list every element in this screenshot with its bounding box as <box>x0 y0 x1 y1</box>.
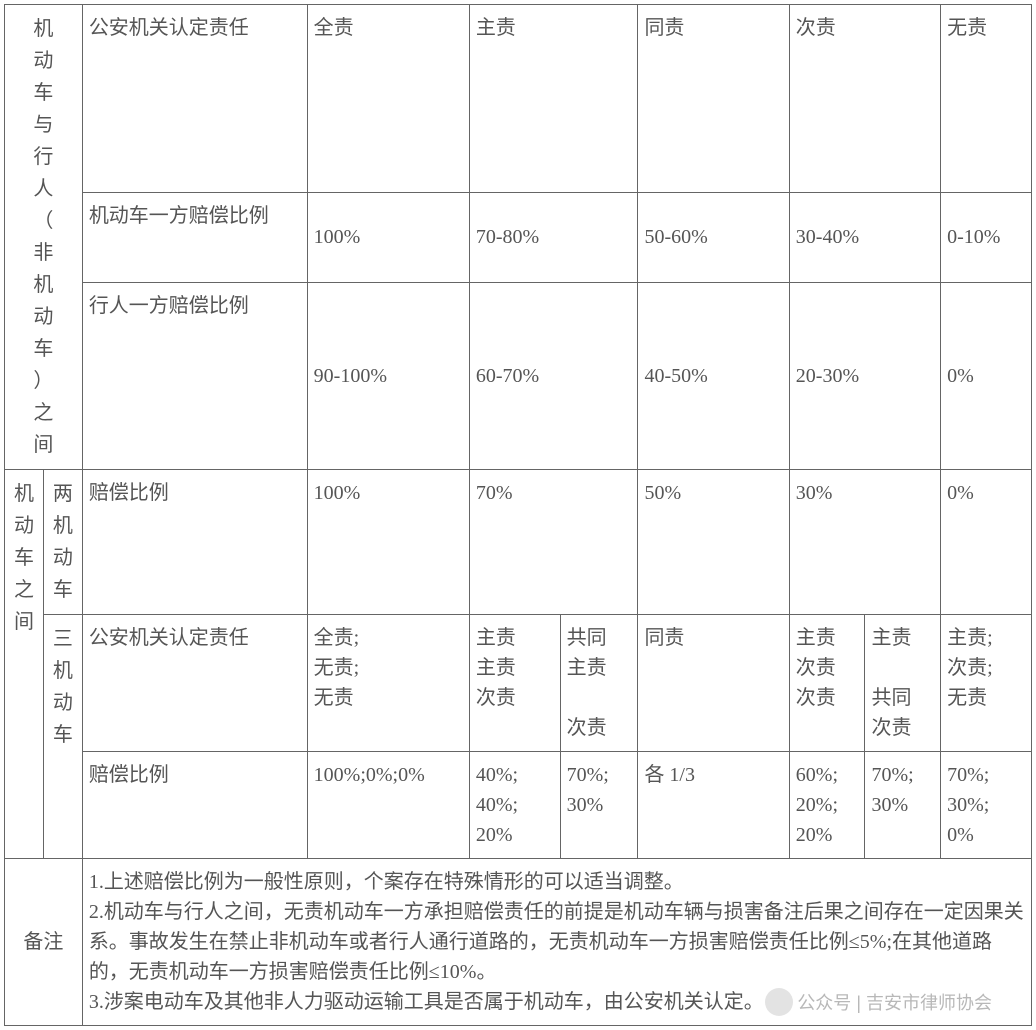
cell: 50-60% <box>638 192 789 282</box>
row-label: 机动车一方赔偿比例 <box>82 192 307 282</box>
cell: 主责 共同 次责 <box>865 615 941 752</box>
cell: 70%; 30% <box>865 752 941 859</box>
cell: 同责 <box>638 615 789 752</box>
table-row: 三机动车 公安机关认定责任 全责; 无责; 无责 主责 主责 次责 共同 主责 … <box>5 615 1032 752</box>
notes-label: 备注 <box>5 859 83 1026</box>
table-row: 行人一方赔偿比例 90-100% 60-70% 40-50% 20-30% 0% <box>5 282 1032 470</box>
table-row: 机动车一方赔偿比例 100% 70-80% 50-60% 30-40% 0-10… <box>5 192 1032 282</box>
cell: 同责 <box>638 5 789 193</box>
cell: 100% <box>307 192 469 282</box>
cell: 共同 主责 次责 <box>560 615 638 752</box>
cell: 0-10% <box>941 192 1032 282</box>
section1-label: 机动车与行人（非机动车）之间 <box>5 5 83 470</box>
cell: 70% <box>469 470 638 615</box>
compensation-table: 机动车与行人（非机动车）之间 公安机关认定责任 全责 主责 同责 次责 无责 机… <box>4 4 1032 1026</box>
cell: 全责 <box>307 5 469 193</box>
section2-outer-label: 机动车之间 <box>5 470 44 859</box>
row-label: 赔偿比例 <box>82 470 307 615</box>
section2-three-label: 三机动车 <box>43 615 82 859</box>
cell: 90-100% <box>307 282 469 470</box>
table-row: 备注 1.上述赔偿比例为一般性原则，个案存在特殊情形的可以适当调整。 2.机动车… <box>5 859 1032 1026</box>
cell: 0% <box>941 470 1032 615</box>
cell: 30-40% <box>789 192 940 282</box>
cell: 40-50% <box>638 282 789 470</box>
cell: 30% <box>789 470 940 615</box>
cell: 全责; 无责; 无责 <box>307 615 469 752</box>
cell: 0% <box>941 282 1032 470</box>
notes-text: 1.上述赔偿比例为一般性原则，个案存在特殊情形的可以适当调整。 2.机动车与行人… <box>82 859 1031 1026</box>
row-label: 行人一方赔偿比例 <box>82 282 307 470</box>
table-row: 机动车与行人（非机动车）之间 公安机关认定责任 全责 主责 同责 次责 无责 <box>5 5 1032 193</box>
cell: 70%; 30% <box>560 752 638 859</box>
table-row: 赔偿比例 100%;0%;0% 40%; 40%; 20% 70%; 30% 各… <box>5 752 1032 859</box>
cell: 20-30% <box>789 282 940 470</box>
cell: 50% <box>638 470 789 615</box>
cell: 60-70% <box>469 282 638 470</box>
cell: 无责 <box>941 5 1032 193</box>
cell: 60%; 20%; 20% <box>789 752 865 859</box>
table-row: 机动车之间 两机动车 赔偿比例 100% 70% 50% 30% 0% <box>5 470 1032 615</box>
cell: 各 1/3 <box>638 752 789 859</box>
row-label: 赔偿比例 <box>82 752 307 859</box>
cell: 主责; 次责; 无责 <box>941 615 1032 752</box>
cell: 主责 <box>469 5 638 193</box>
cell: 40%; 40%; 20% <box>469 752 560 859</box>
row-label: 公安机关认定责任 <box>82 615 307 752</box>
cell: 70%; 30%; 0% <box>941 752 1032 859</box>
cell: 主责 主责 次责 <box>469 615 560 752</box>
section2-two-label: 两机动车 <box>43 470 82 615</box>
cell: 100% <box>307 470 469 615</box>
cell: 100%;0%;0% <box>307 752 469 859</box>
cell: 主责 次责 次责 <box>789 615 865 752</box>
row-label: 公安机关认定责任 <box>82 5 307 193</box>
cell: 次责 <box>789 5 940 193</box>
cell: 70-80% <box>469 192 638 282</box>
